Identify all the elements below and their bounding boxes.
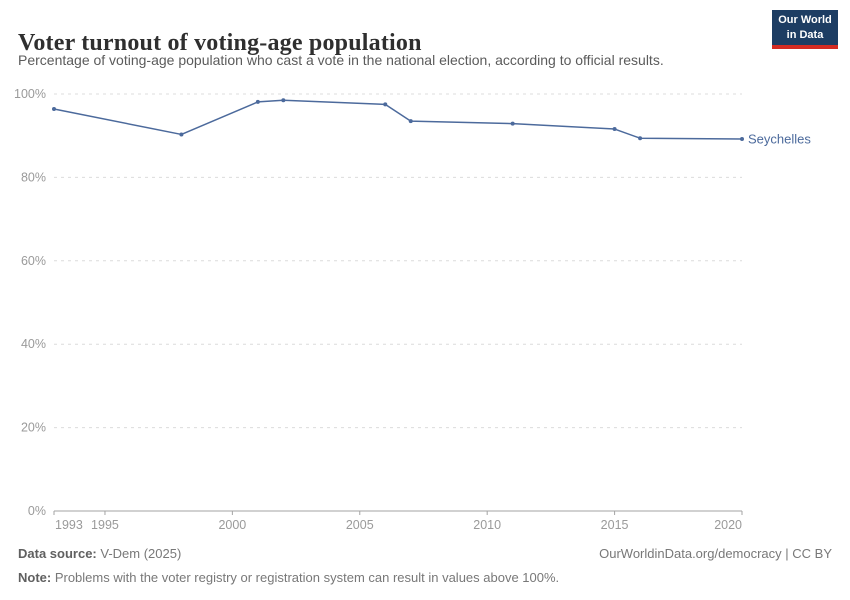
x-tick-label-2000: 2000 [218, 518, 246, 532]
owid-logo[interactable]: Our World in Data [772, 10, 838, 49]
series-line-seychelles[interactable] [53, 99, 743, 140]
data-point-seychelles-2016[interactable] [638, 136, 643, 141]
note-value: Problems with the voter registry or regi… [51, 570, 560, 585]
data-source-value: V-Dem (2025) [96, 546, 182, 561]
data-point-seychelles-2006[interactable] [383, 102, 388, 107]
x-tick-label-2005: 2005 [346, 518, 374, 532]
y-tick-label-60: 60% [21, 254, 46, 268]
note-label: Note: [18, 570, 52, 585]
y-tick-label-20: 20% [21, 421, 46, 435]
x-tick-label-2015: 2015 [601, 518, 629, 532]
x-tick-label-1995: 1995 [91, 518, 119, 532]
x-tick-label-1993: 1993 [55, 518, 83, 532]
data-point-seychelles-2020[interactable] [740, 137, 744, 142]
owid-license-link[interactable]: OurWorldinData.org/democracy | CC BY [599, 546, 832, 561]
chart-canvas[interactable]: 0% 20% 40% 60% 80% 100% 1993 1995 2000 2005 2010 20… [0, 80, 850, 540]
data-point-seychelles-2007[interactable] [408, 119, 413, 124]
owid-logo-line2: in Data [786, 28, 824, 41]
chart-footer: Data source: V-Dem (2025) OurWorldinData… [18, 546, 832, 585]
data-source-label: Data source: [18, 546, 97, 561]
data-source-line: Data source: V-Dem (2025) [18, 546, 181, 561]
data-point-seychelles-2001[interactable] [255, 99, 260, 104]
data-point-seychelles-1993[interactable] [52, 107, 56, 112]
data-point-seychelles-1998[interactable] [179, 132, 184, 137]
y-tick-label-40: 40% [21, 337, 46, 351]
data-point-seychelles-2002[interactable] [281, 98, 286, 103]
y-tick-label-80: 80% [21, 170, 46, 184]
owid-logo-line1: Our World [778, 14, 832, 27]
data-point-seychelles-2011[interactable] [510, 121, 515, 126]
note-line: Note: Problems with the voter registry o… [18, 570, 832, 585]
series-label-seychelles[interactable]: Seychelles [748, 132, 811, 147]
y-tick-label-0: 0% [28, 504, 46, 518]
x-tick-label-2020: 2020 [714, 518, 742, 532]
data-point-seychelles-2015[interactable] [612, 127, 617, 132]
y-tick-label-100: 100% [14, 87, 46, 101]
chart-subtitle: Percentage of voting-age population who … [18, 52, 664, 68]
chart-title: Voter turnout of voting-age population [18, 30, 422, 57]
x-tick-label-2010: 2010 [473, 518, 501, 532]
